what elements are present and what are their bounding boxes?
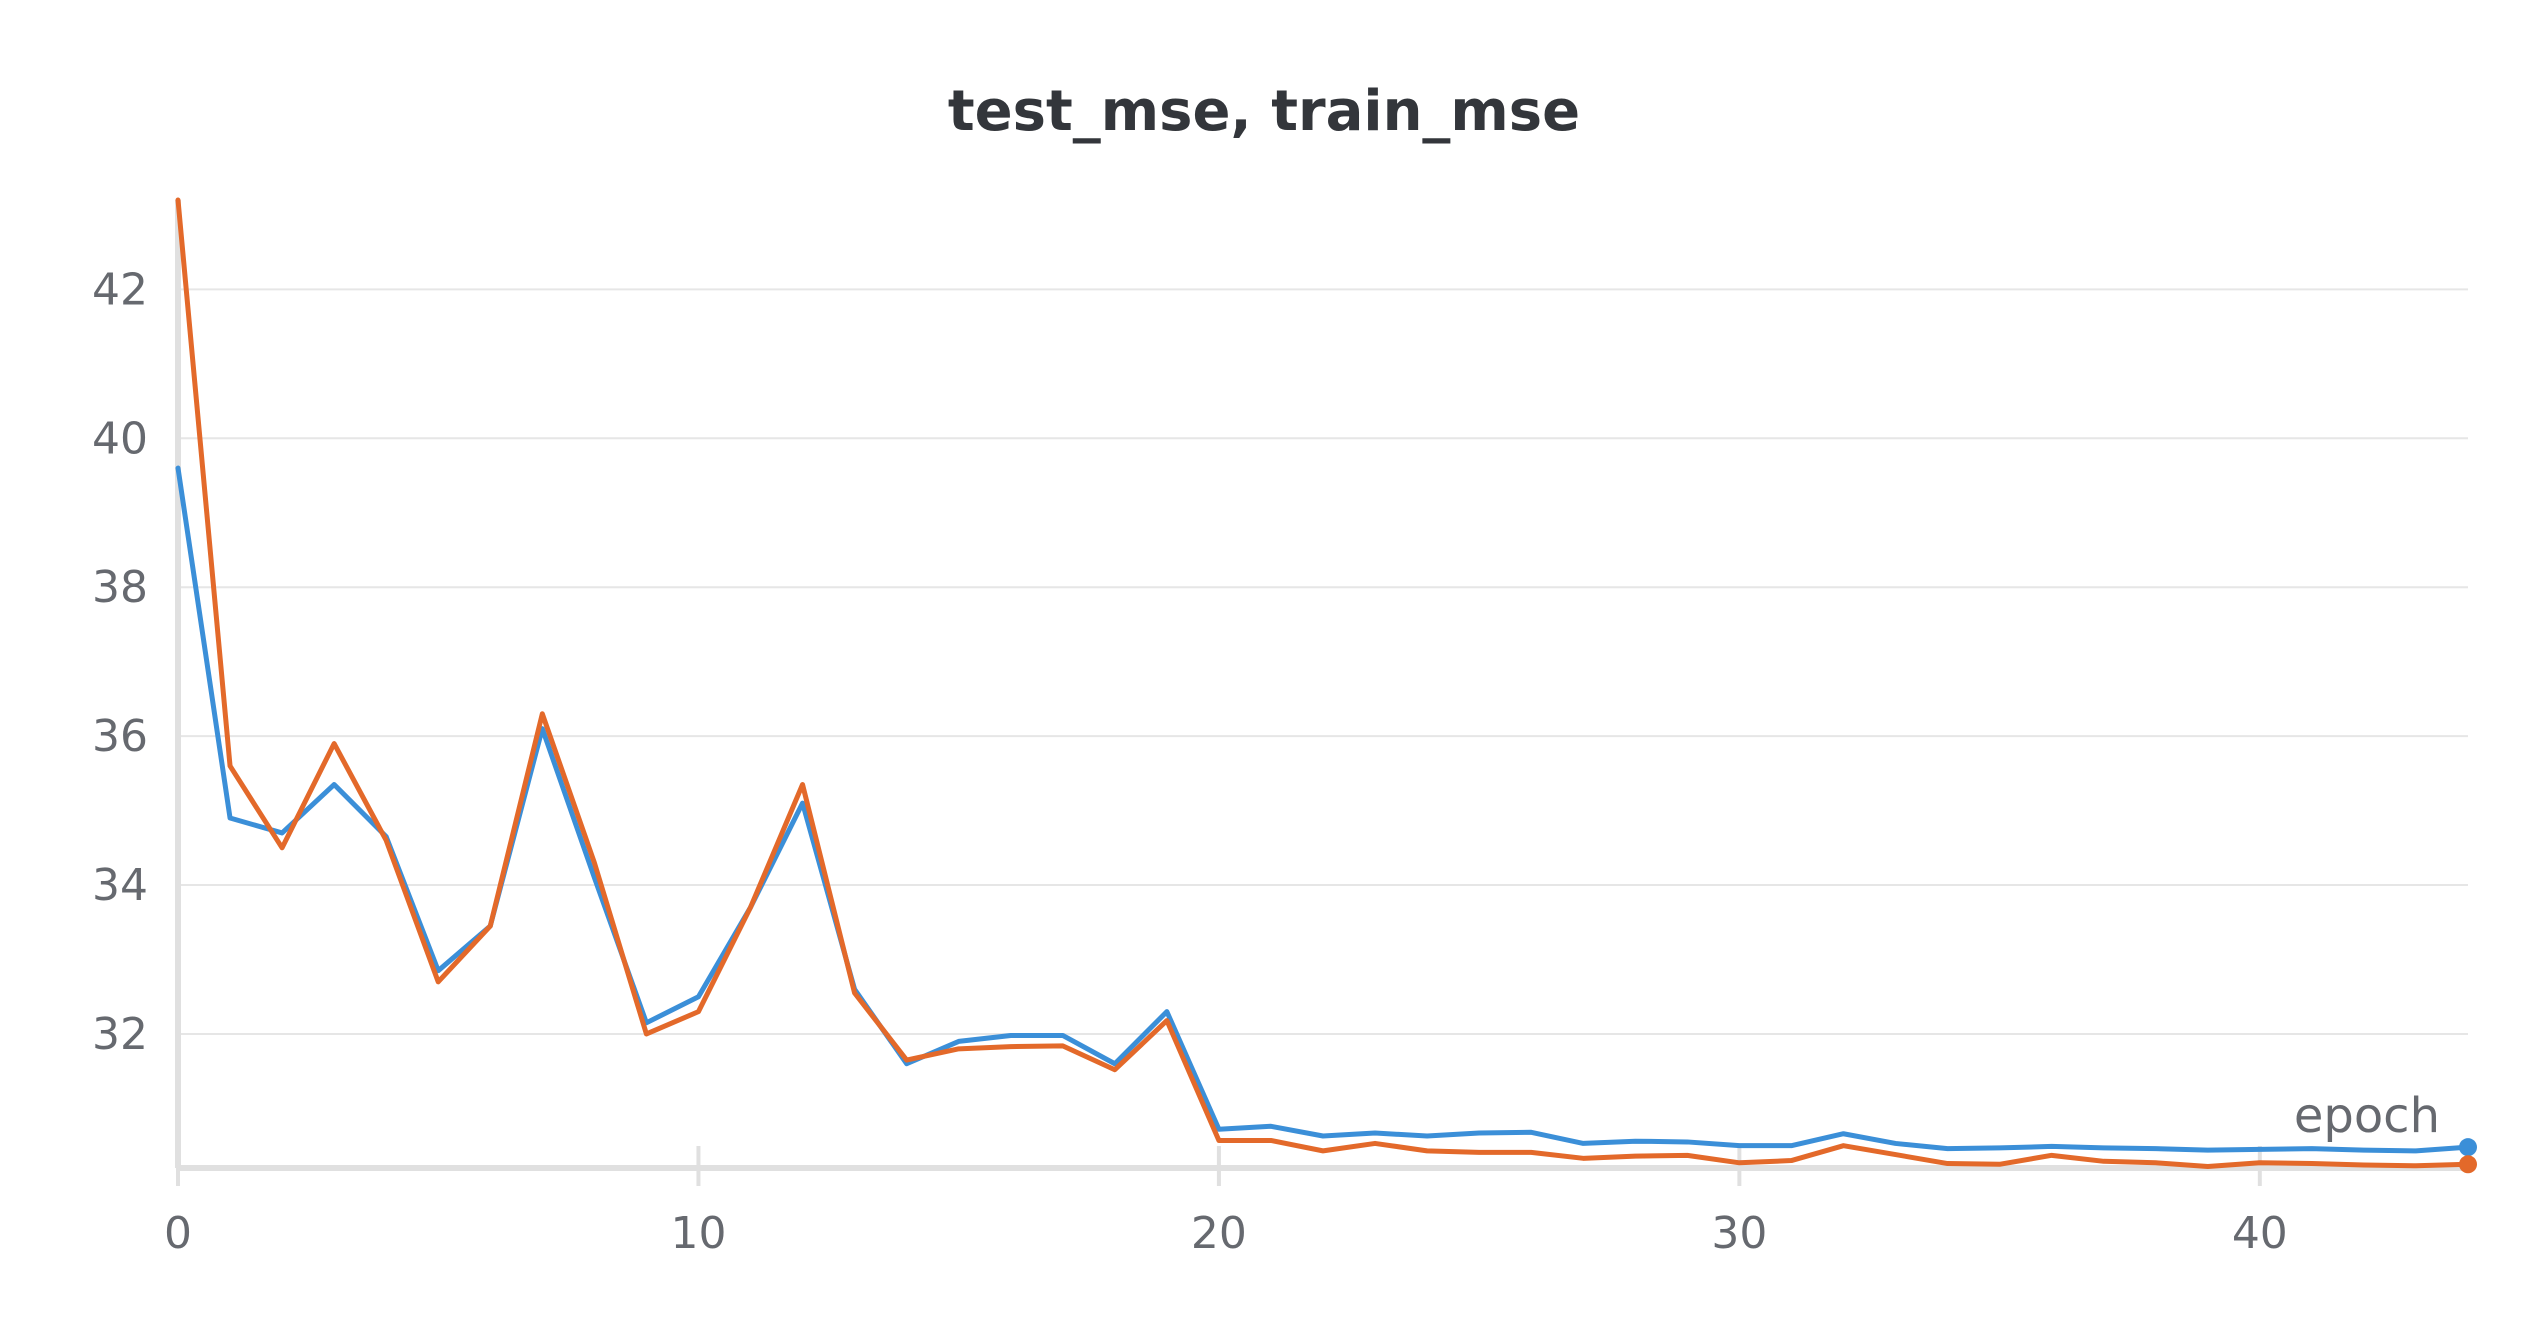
- chart-title: test_mse, train_mse: [948, 79, 1580, 144]
- series-line-2: [175, 197, 2471, 1170]
- series-layer: [175, 197, 2477, 1174]
- y-tick-label: 32: [92, 1009, 148, 1060]
- y-tick-label: 34: [92, 860, 148, 911]
- y-tick-label: 42: [92, 264, 148, 315]
- x-tick-label: 10: [670, 1208, 726, 1259]
- y-tick-label: 38: [92, 562, 148, 613]
- x-tick-label: 40: [2232, 1208, 2288, 1259]
- x-tick-label: 0: [164, 1208, 192, 1259]
- series-endpoint-2: [2459, 1155, 2477, 1174]
- y-tick-label: 36: [92, 711, 148, 762]
- x-axis-label: epoch: [2294, 1088, 2440, 1144]
- x-tick-label: 30: [1711, 1208, 1767, 1259]
- y-tick-label: 40: [92, 413, 148, 464]
- series-endpoint-1: [2459, 1138, 2477, 1157]
- axis-layer: 32 34 36 38 40 42 0 10 20 30 40: [92, 200, 2468, 1259]
- x-tick-label: 20: [1191, 1208, 1247, 1259]
- series-line-1: [175, 465, 2471, 1154]
- grid-layer: [178, 288, 2468, 1035]
